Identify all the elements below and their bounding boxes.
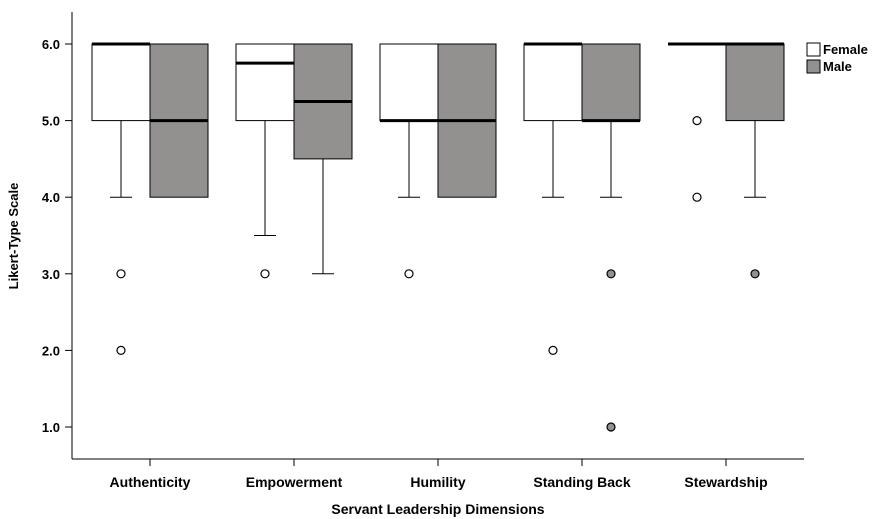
y-tick-label: 1.0 <box>42 420 60 435</box>
box-rect <box>91 43 151 122</box>
x-tick-label: Stewardship <box>684 474 767 490</box>
outlier-point <box>692 115 702 126</box>
box-rect <box>235 43 295 122</box>
box-female-empowerment <box>235 43 295 279</box>
outlier-point <box>692 192 702 202</box>
outlier-point <box>404 269 414 279</box>
legend-label-female: Female <box>823 42 868 57</box>
box-series <box>91 42 785 432</box>
box-male-authenticity <box>149 43 209 198</box>
x-tick-label: Empowerment <box>246 474 343 490</box>
box-rect <box>379 43 439 122</box>
box-male-stewardship <box>725 42 785 279</box>
x-tick-label: Humility <box>410 474 465 490</box>
legend-label-male: Male <box>823 59 852 74</box>
box-rect <box>581 43 641 122</box>
box-female-authenticity <box>91 42 151 355</box>
y-tick-label: 3.0 <box>42 267 60 282</box>
y-tick-label: 4.0 <box>42 190 60 205</box>
y-tick-label: 2.0 <box>42 343 60 358</box>
outlier-point <box>116 269 126 279</box>
outlier-point <box>750 269 760 279</box>
y-ticks: 1.0 2.0 3.0 4.0 5.0 6.0 <box>42 37 72 435</box>
y-axis-title: Likert-Type Scale <box>6 183 21 290</box>
box-rect <box>725 43 785 122</box>
outlier-point <box>548 345 558 355</box>
box-female-standing-back <box>523 42 583 355</box>
x-tick-label: Authenticity <box>110 474 191 490</box>
y-tick-label: 6.0 <box>42 37 60 52</box>
box-female-humility <box>379 43 439 279</box>
box-female-stewardship <box>668 42 726 202</box>
box-male-standing-back <box>581 43 641 432</box>
outlier-point <box>116 345 126 355</box>
legend: Female Male <box>806 42 868 74</box>
box-rect <box>523 43 583 122</box>
y-tick-label: 5.0 <box>42 114 60 129</box>
x-ticks: Authenticity Empowerment Humility Standing … <box>110 459 768 490</box>
outlier-point <box>606 269 616 279</box>
x-axis-title: Servant Leadership Dimensions <box>331 501 544 517</box>
outlier-point <box>606 422 616 432</box>
legend-swatch-female <box>806 42 821 57</box>
outlier-point <box>260 269 270 279</box>
x-tick-label: Standing Back <box>533 474 630 490</box>
box-male-humility <box>437 43 497 198</box>
legend-swatch-male <box>806 59 821 74</box>
box-male-empowerment <box>293 43 353 275</box>
